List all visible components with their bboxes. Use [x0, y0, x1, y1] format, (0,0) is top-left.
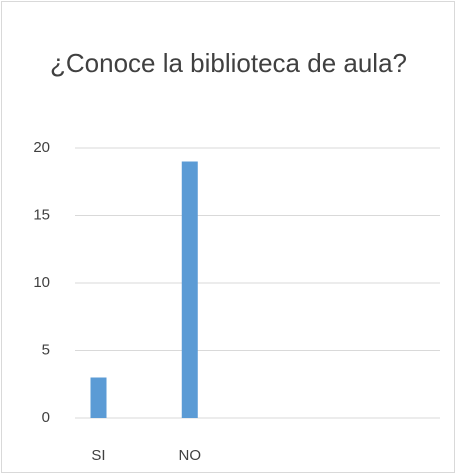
x-tick-label: NO [179, 447, 202, 464]
x-tick-label: SI [91, 447, 105, 464]
y-tick-label: 0 [42, 409, 50, 426]
chart-title: ¿Conoce la biblioteca de aula? [49, 48, 408, 78]
y-tick-label: 5 [42, 341, 50, 358]
y-tick-label: 10 [33, 274, 50, 291]
bar [90, 377, 107, 418]
y-tick-label: 20 [33, 139, 50, 156]
bar [181, 161, 198, 418]
y-tick-label: 15 [33, 206, 50, 223]
